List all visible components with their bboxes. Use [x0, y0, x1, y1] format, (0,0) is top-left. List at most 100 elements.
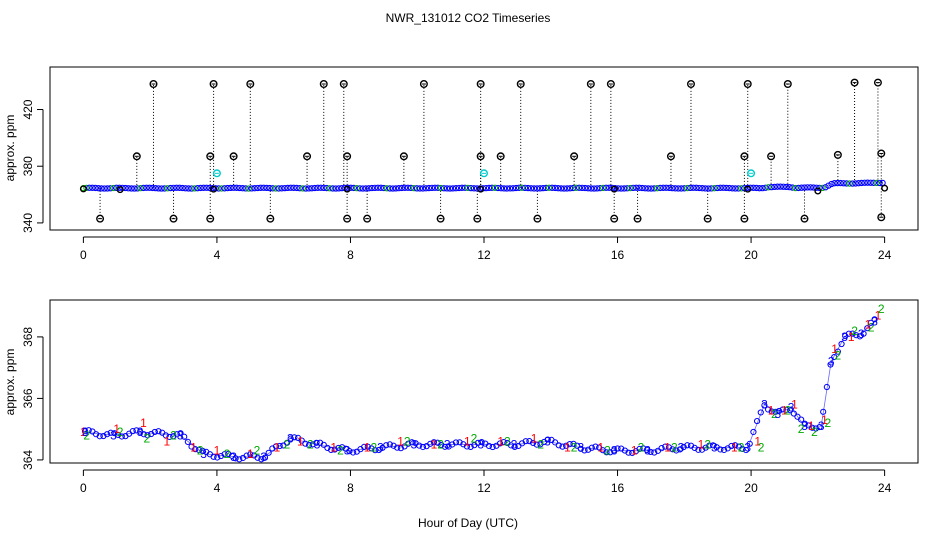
outlier-point — [343, 152, 352, 161]
channel-2-point: 2 — [638, 441, 645, 455]
baseline-point — [524, 184, 532, 192]
channel-2-point: 2 — [337, 444, 344, 458]
baseline-point — [293, 184, 300, 192]
baseline-point — [260, 184, 267, 191]
outlier-circle — [206, 214, 215, 223]
channel-2-point: 2 — [878, 302, 885, 316]
sample-point — [746, 440, 753, 447]
baseline-point — [137, 184, 144, 192]
baseline-point — [831, 180, 838, 187]
outlier-point — [877, 149, 886, 158]
baseline-point — [723, 184, 730, 192]
baseline-point — [170, 184, 177, 191]
sample-point — [463, 443, 471, 450]
sample-point — [742, 446, 750, 454]
outlier-point — [610, 214, 619, 223]
baseline-point — [699, 185, 706, 192]
baseline-point — [852, 180, 859, 187]
channel-1-point: 1 — [875, 308, 882, 322]
baseline-point — [158, 185, 165, 192]
sample-point — [552, 439, 559, 446]
baseline-point — [230, 184, 237, 191]
outlier-point — [419, 80, 428, 89]
outlier-circle — [363, 214, 372, 223]
sample-point — [261, 454, 269, 461]
flagged-circle — [212, 169, 221, 178]
baseline-point — [518, 184, 526, 191]
baseline-point — [621, 185, 628, 192]
baseline-point — [642, 185, 649, 192]
baseline-point — [401, 184, 409, 191]
top-y-label: approx. ppm — [3, 115, 17, 182]
channel-2-point: 2 — [798, 422, 805, 436]
channel-3-point: 3 — [828, 355, 835, 369]
sample-point — [199, 447, 206, 454]
baseline-point — [143, 184, 150, 191]
baseline-point — [615, 185, 622, 192]
flagged-circle — [480, 169, 489, 178]
sample-point — [823, 383, 830, 391]
baseline-point — [389, 185, 397, 192]
baseline-point — [572, 184, 580, 191]
sample-point — [871, 316, 878, 323]
channel-1-point: 1 — [364, 441, 371, 455]
baseline-point — [473, 185, 481, 192]
baseline-point — [777, 183, 784, 190]
sample-point — [103, 431, 111, 438]
outlier-point — [743, 80, 752, 89]
baseline-point — [804, 184, 811, 191]
baseline-marker — [210, 185, 218, 193]
sample-point — [184, 438, 191, 445]
channel-3-point: 3 — [544, 434, 551, 448]
sample-point — [831, 353, 838, 361]
x-tick-label: 12 — [477, 481, 491, 495]
sample-point — [485, 442, 493, 450]
baseline-point — [753, 184, 760, 192]
outlier-circle — [419, 80, 428, 89]
outlier-circle — [343, 214, 352, 223]
baseline-point — [651, 185, 658, 192]
channel-3-point: 3 — [871, 315, 878, 329]
sample-point — [364, 443, 371, 450]
baseline-point — [281, 184, 288, 192]
baseline-point — [470, 185, 478, 192]
baseline-point — [813, 184, 820, 191]
baseline-point — [449, 185, 457, 192]
baseline-point — [113, 184, 120, 191]
channel-2-point: 2 — [704, 438, 711, 452]
channel-3-point: 3 — [82, 425, 89, 439]
outlier-point — [169, 214, 178, 223]
outlier-circle — [246, 80, 255, 89]
sample-point — [85, 427, 92, 434]
baseline-point — [452, 185, 460, 192]
sample-point — [438, 441, 445, 449]
baseline-point — [323, 184, 330, 192]
baseline-point — [506, 185, 514, 192]
baseline-point — [320, 184, 327, 192]
baseline-point — [786, 183, 793, 191]
sample-point — [757, 409, 764, 416]
baseline-point — [92, 184, 99, 192]
flagged-point — [212, 169, 221, 178]
baseline-point — [717, 184, 724, 191]
baseline-point — [308, 185, 315, 192]
sample-point — [155, 428, 162, 435]
outlier-circle — [633, 214, 642, 223]
baseline-point — [422, 185, 430, 192]
sample-point — [680, 443, 687, 451]
baseline-point — [296, 185, 303, 192]
baseline-point — [533, 185, 541, 192]
baseline-point — [666, 184, 673, 192]
sample-point — [849, 330, 856, 337]
baseline-point — [440, 185, 448, 192]
outlier-point — [206, 152, 215, 161]
baseline-point — [681, 185, 688, 192]
x-tick-label: 4 — [214, 481, 221, 495]
sample-point — [511, 443, 518, 450]
channel-1-point: 1 — [497, 434, 504, 448]
baseline-point — [560, 185, 568, 192]
x-tick-label: 24 — [878, 248, 892, 262]
baseline-point — [774, 183, 781, 190]
